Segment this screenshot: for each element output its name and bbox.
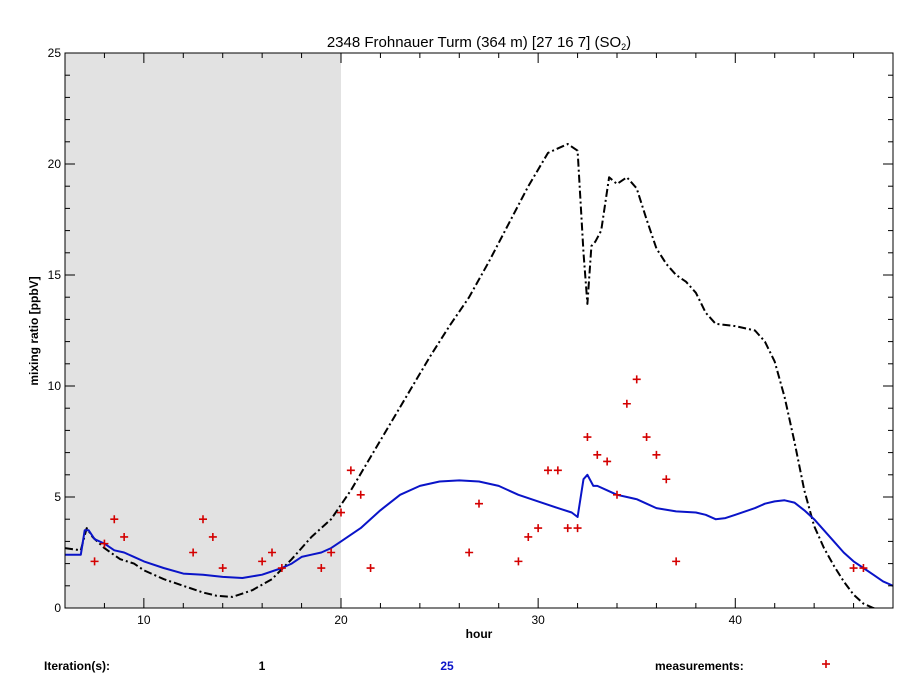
y-tick-label: 5 [54, 490, 61, 504]
measurement-point [218, 564, 227, 573]
measurement-point [563, 524, 572, 533]
x-axis-label: hour [466, 627, 493, 641]
night-shading [65, 53, 341, 608]
measurement-point [524, 532, 533, 541]
measurement-point [199, 515, 207, 524]
legend-first-iteration: 1 [259, 659, 266, 673]
measurement-point [544, 466, 552, 475]
measurement-point [672, 557, 681, 566]
measurement-point [573, 524, 582, 533]
measurement-point [268, 548, 276, 557]
measurement-point [553, 466, 562, 475]
measurement-point [100, 539, 109, 548]
y-tick-label: 20 [48, 157, 62, 171]
legend-last-iteration: 25 [440, 659, 454, 673]
measurement-point [475, 499, 483, 508]
chart-title: 2348 Frohnauer Turm (364 m) [27 16 7] (S… [327, 34, 631, 52]
measurement-point [593, 450, 602, 459]
legend-label: Iteration(s): [44, 659, 110, 673]
measurement-point [317, 564, 326, 573]
x-tick-label: 20 [334, 613, 348, 627]
series-line-iteration-1 [65, 143, 878, 608]
measurement-point [859, 564, 868, 573]
measurement-point [514, 557, 523, 566]
measurement-point [208, 532, 217, 541]
measurement-point [534, 524, 543, 533]
measurement-point [465, 548, 474, 557]
measurement-point [849, 564, 858, 573]
y-tick-label: 0 [54, 601, 61, 615]
measurement-point [613, 490, 621, 499]
x-tick-label: 10 [137, 613, 151, 627]
chart-title-subscript: 2 [621, 42, 626, 52]
plot-frame [64, 52, 894, 609]
measurement-point [258, 557, 267, 566]
measurement-point [652, 450, 661, 459]
measurement-point [189, 548, 198, 557]
measurement-point [356, 490, 365, 499]
plot-area: 10 20 30 40 0 5 10 15 20 25 [48, 46, 894, 627]
legend-measurements-label: measurements: [655, 659, 744, 673]
measurement-point [337, 508, 345, 517]
measurement-point [622, 399, 631, 408]
x-tick-label: 40 [729, 613, 743, 627]
measurement-point [110, 515, 119, 524]
measurement-point [662, 475, 671, 484]
measurement-point [277, 564, 286, 573]
measurement-point [632, 375, 641, 384]
measurement-point [346, 466, 355, 475]
measurement-point [90, 557, 99, 566]
legend-measurement-marker [822, 660, 830, 668]
measurement-point [642, 433, 651, 442]
y-tick-label: 15 [48, 268, 62, 282]
measurement-point [327, 548, 336, 557]
series-line-iteration-25 [65, 473, 893, 587]
measurement-point [583, 433, 592, 442]
chart-title-end: ) [626, 34, 631, 51]
x-tick-label: 30 [531, 613, 545, 627]
measurement-point [603, 457, 612, 466]
y-axis-label: mixing ratio [ppbV] [27, 276, 41, 385]
y-tick-label: 25 [48, 46, 62, 60]
measurement-point [366, 564, 375, 573]
measurement-point [120, 532, 129, 541]
y-tick-label: 10 [48, 379, 62, 393]
